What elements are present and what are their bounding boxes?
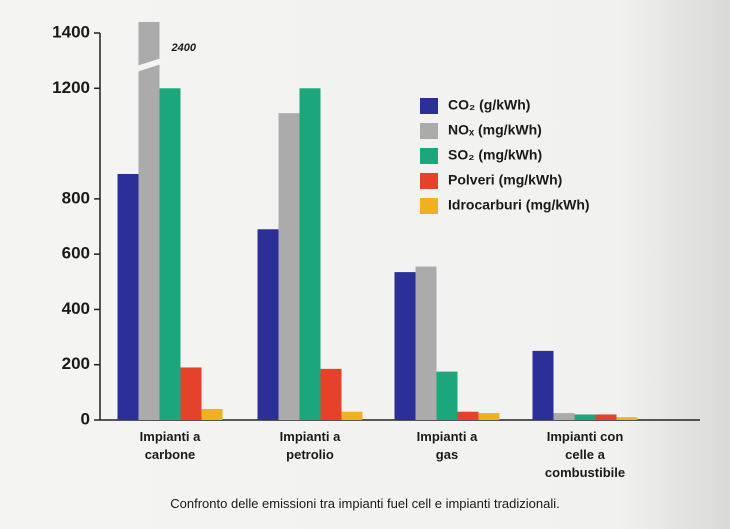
bar — [394, 272, 416, 420]
x-tick-label: Impianti a gas — [416, 429, 478, 462]
bar — [553, 413, 575, 420]
legend-swatch — [420, 123, 438, 139]
y-tick-label: 200 — [62, 354, 90, 373]
bar — [278, 113, 300, 421]
y-tick-label: 0 — [81, 409, 90, 428]
bar — [532, 350, 554, 420]
bar — [478, 413, 500, 420]
bar — [117, 173, 139, 420]
bar — [574, 414, 596, 420]
bar — [257, 229, 279, 420]
bar — [138, 22, 160, 420]
y-tick-label: 400 — [62, 299, 90, 318]
legend-swatch — [420, 198, 438, 214]
bar — [180, 367, 202, 420]
y-tick-label: 1200 — [52, 78, 90, 97]
bar — [299, 88, 321, 421]
bar — [201, 408, 223, 420]
x-tick-label: Impianti con celle a combustibile — [544, 429, 626, 480]
x-tick-label: Impianti a carbone — [139, 429, 201, 462]
legend-swatch — [420, 148, 438, 164]
legend-label: Polveri (mg/kWh) — [448, 172, 562, 188]
bar — [320, 368, 342, 420]
caption: Confronto delle emissioni tra impianti f… — [170, 496, 560, 511]
legend-label: SO₂ (mg/kWh) — [448, 147, 542, 163]
legend-swatch — [420, 173, 438, 189]
bar — [159, 88, 181, 421]
legend-label: CO₂ (g/kWh) — [448, 97, 530, 113]
x-tick-label: Impianti a petrolio — [279, 429, 341, 462]
bar — [616, 417, 638, 420]
y-tick-label: 1400 — [52, 22, 90, 41]
legend-label: NOₓ (mg/kWh) — [448, 122, 542, 138]
bar — [457, 411, 479, 420]
bar — [341, 411, 363, 420]
data-label: 2400 — [171, 42, 197, 54]
y-tick-label: 800 — [62, 188, 90, 207]
bar — [415, 266, 437, 420]
bar — [436, 371, 458, 420]
legend-swatch — [420, 98, 438, 114]
y-tick-label: 600 — [62, 244, 90, 263]
axis-break — [136, 58, 162, 72]
legend-label: Idrocarburi (mg/kWh) — [448, 197, 590, 213]
bar — [595, 414, 617, 420]
